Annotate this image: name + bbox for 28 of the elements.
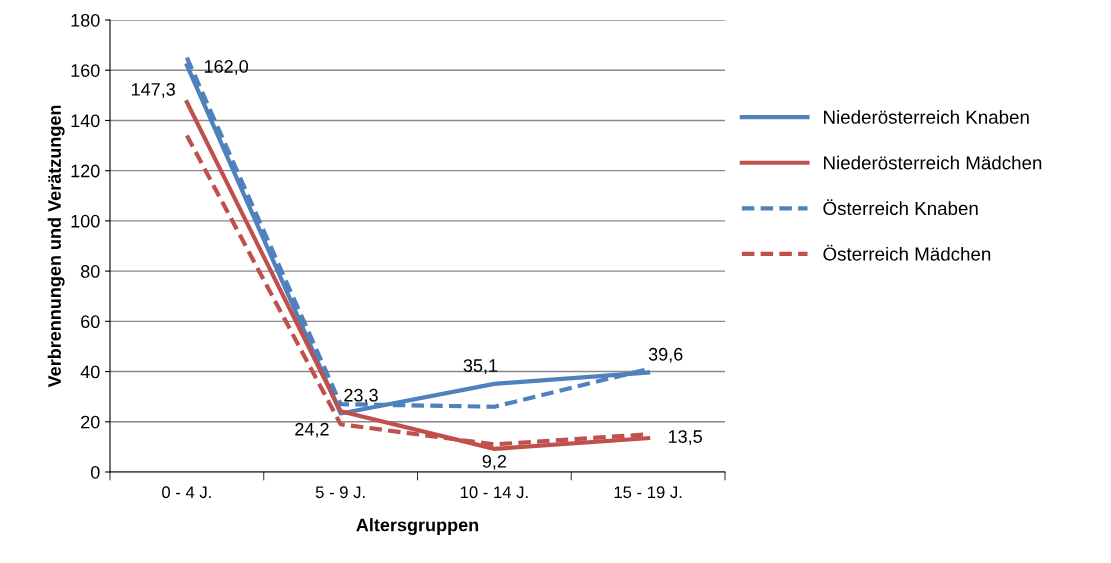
- legend-label: Österreich Mädchen: [823, 244, 991, 261]
- y-tick-label: 60: [81, 315, 100, 329]
- x-tick-label: 0 - 4 J.: [162, 486, 211, 499]
- data-label: 162,0: [204, 60, 249, 75]
- data-label: 9,2: [482, 454, 507, 470]
- legend-label: Österreich Knaben: [823, 199, 978, 216]
- y-tick-label: 20: [81, 415, 100, 429]
- legend-label: Niederösterreich Mädchen: [824, 155, 1042, 170]
- x-axis-title: Altersgruppen: [356, 518, 479, 535]
- x-tick-label: 5 - 9 J.: [315, 486, 365, 499]
- data-label: 147,3: [131, 82, 175, 98]
- y-tick-label: 140: [71, 114, 100, 128]
- legend-label: Niederösterreich Knaben: [824, 110, 1029, 124]
- data-label: 23,3: [344, 388, 378, 404]
- y-tick-label: 160: [71, 64, 100, 77]
- data-label: 39,6: [648, 347, 683, 363]
- y-tick-label: 40: [80, 365, 100, 379]
- x-tick-label: 10 - 14 J.: [460, 486, 528, 499]
- y-axis-title: Verbrennungen und Verätzungen: [47, 105, 65, 388]
- data-label: 35,1: [463, 359, 498, 375]
- y-tick-label: 0: [90, 465, 100, 479]
- data-label: 13,5: [668, 430, 702, 446]
- y-tick-label: 180: [71, 13, 100, 27]
- x-tick-label: 15 - 19 J.: [614, 486, 682, 499]
- y-tick-label: 120: [71, 164, 100, 178]
- y-tick-label: 100: [71, 214, 100, 228]
- y-tick-label: 80: [80, 265, 100, 278]
- data-label: 24,2: [295, 422, 329, 438]
